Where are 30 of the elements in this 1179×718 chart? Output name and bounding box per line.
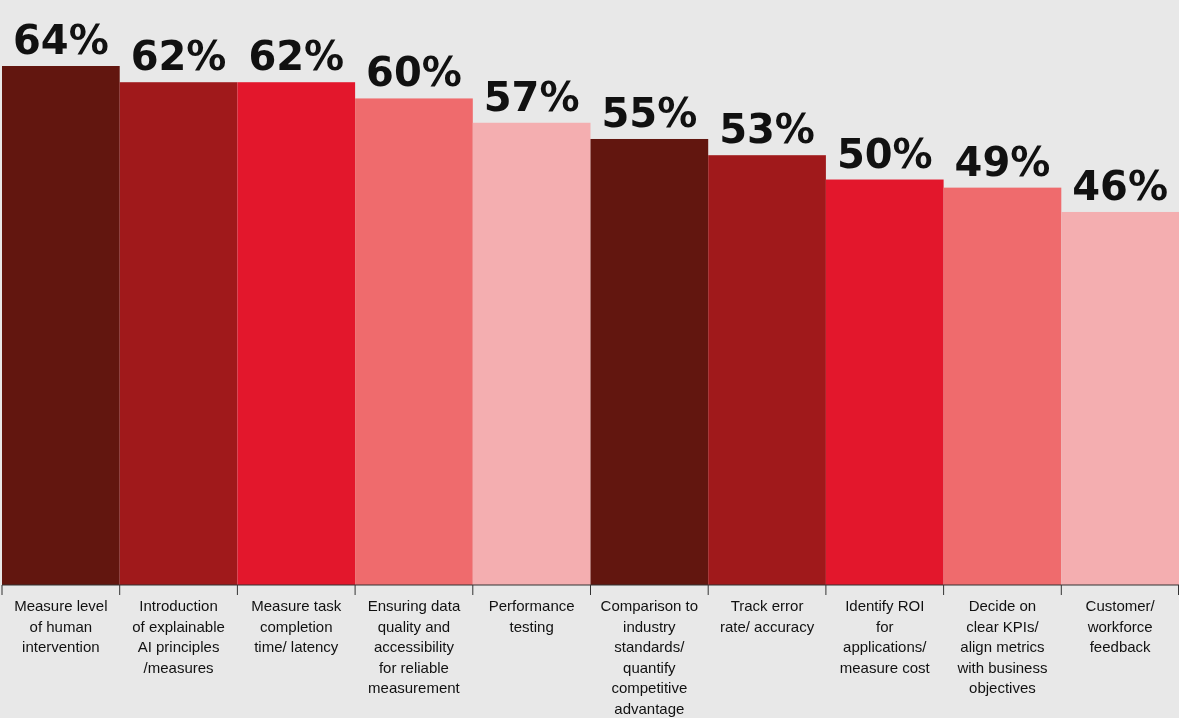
x-tick-label: Measure task completion time/ latency xyxy=(251,597,342,655)
bar xyxy=(708,155,826,585)
bar xyxy=(1061,211,1179,585)
x-tick-label: Decide on clear KPIs/ align metrics with business objectives xyxy=(956,597,1048,696)
data-label: 53% xyxy=(719,106,815,153)
x-tick-label: Measure level of human intervention xyxy=(14,597,108,655)
x-tick-label: Identify ROI for applications/ measure cost xyxy=(839,597,931,676)
x-tick-label: Customer/ workforce feedback xyxy=(1085,597,1156,655)
x-tick-label: Ensuring data quality and accessibility for reliable measurement xyxy=(367,597,461,696)
data-label: 62% xyxy=(130,33,227,80)
bar xyxy=(472,122,591,585)
data-label: 64% xyxy=(12,17,109,63)
bar xyxy=(825,179,944,585)
data-label: 49% xyxy=(954,138,1051,185)
bar xyxy=(355,98,473,585)
bar xyxy=(237,82,356,585)
x-tick-label: Comparison to industry standards/ quantify competitive advantage xyxy=(600,597,699,717)
data-label: 60% xyxy=(366,49,462,96)
x-tick-label: Introduction of explainable AI principles /measures xyxy=(132,597,225,676)
bar xyxy=(119,82,238,585)
data-label: 55% xyxy=(601,89,698,136)
bar xyxy=(2,66,120,585)
x-tick-label: Performance testing xyxy=(488,597,575,635)
data-label: 57% xyxy=(483,73,580,120)
data-label: 46% xyxy=(1072,162,1169,209)
bar xyxy=(943,187,1062,585)
data-label: 62% xyxy=(248,33,345,80)
bar xyxy=(590,138,709,585)
data-label: 50% xyxy=(836,130,933,177)
x-tick-label: Track error rate/ accuracy xyxy=(719,597,815,635)
